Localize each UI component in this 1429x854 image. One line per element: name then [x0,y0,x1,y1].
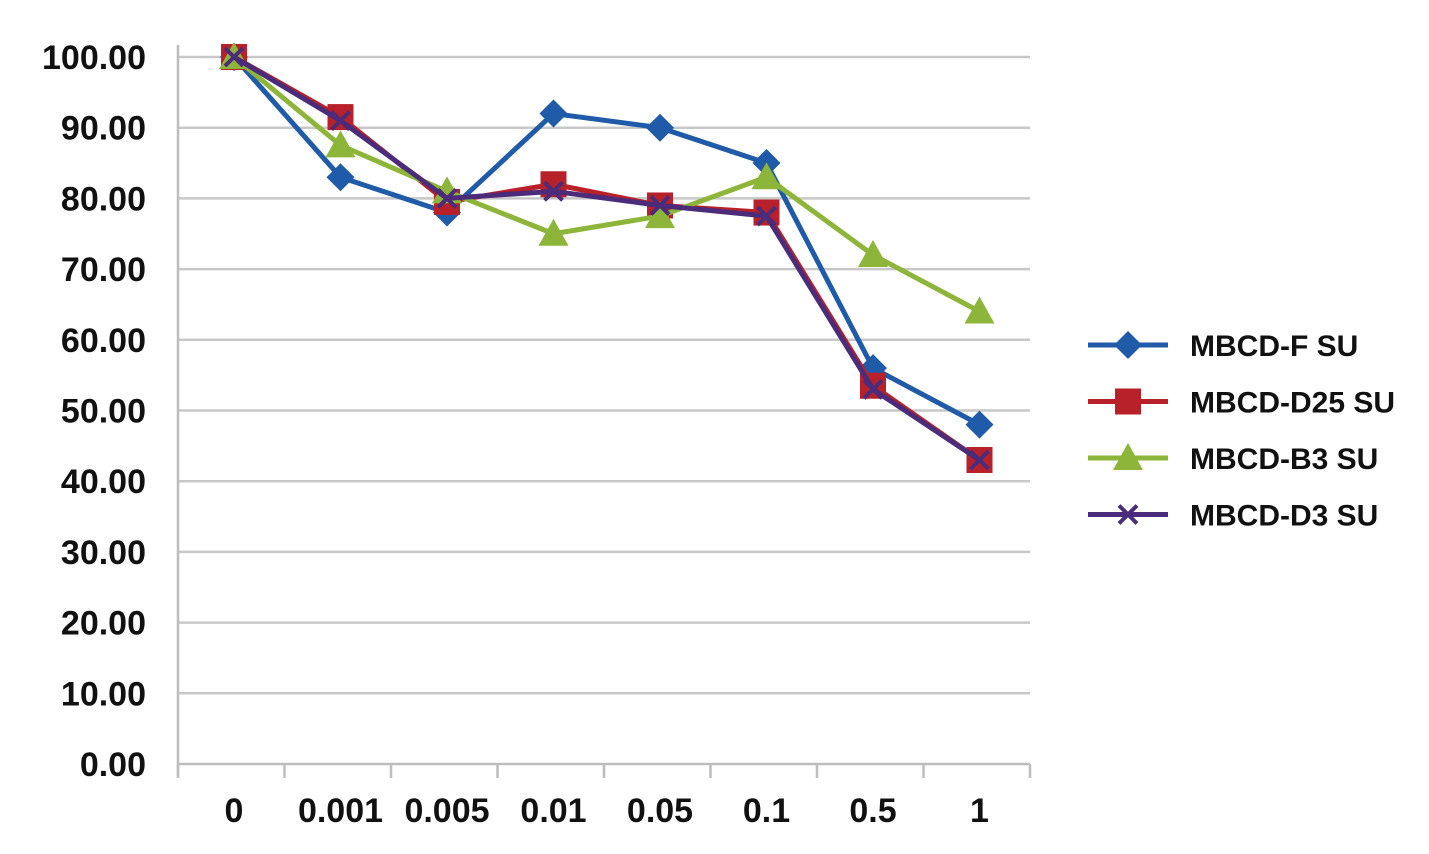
data-point [756,205,777,227]
y-tick-label: 60.00 [61,322,146,360]
data-point [646,113,674,142]
x-tick-label: 0.005 [404,792,489,830]
legend-marker [1113,443,1143,470]
legend-label: MBCD-F SU [1190,330,1358,363]
data-point [223,46,245,68]
legend-label: MBCD-B3 SU [1190,443,1378,476]
x-tick-label: 1 [970,792,989,830]
x-tick-label: 0.05 [627,792,693,830]
data-point [964,296,995,324]
x-tick-label: 0.01 [520,792,586,830]
y-tick-label: 80.00 [61,180,146,218]
data-point [969,449,990,471]
legend-marker [1114,331,1142,359]
series-lines [219,42,995,473]
data-point [543,180,564,202]
data-point [326,163,355,192]
y-tick-label: 70.00 [61,251,146,289]
y-tick-label: 40.00 [61,463,146,501]
legend-item: MBCD-F SU [1088,330,1358,363]
data-point [753,199,780,226]
x-tick-label: 0.5 [849,792,896,830]
legend-marker [1115,388,1141,415]
y-axis-tick-labels: 0.00 10.00 20.00 30.00 40.00 50.00 60.00 70.00 8… [42,39,146,784]
x-tick-label: 0.1 [743,792,790,830]
data-point [965,410,994,439]
legend-label: MBCD-D3 SU [1190,500,1378,533]
y-tick-label: 30.00 [61,534,146,572]
y-tick-label: 100.00 [42,39,146,77]
y-tick-label: 50.00 [61,393,146,431]
data-point [862,378,884,400]
data-point [645,201,675,229]
data-point [751,162,782,190]
data-point [649,195,671,216]
legend-label: MBCD-D25 SU [1190,387,1395,420]
y-tick-label: 20.00 [61,605,146,643]
gridlines [178,55,1030,695]
legend: MBCD-F SU MBCD-D25 SU MBCD-B3 SU MBCD-D3 SU [1088,330,1395,533]
data-point [325,130,356,158]
data-point [539,99,568,128]
legend-marker [1117,504,1139,525]
series-4 [223,46,990,471]
x-tick-label: 0.001 [298,792,383,830]
data-point [330,110,351,132]
axes [176,45,1032,778]
legend-item: MBCD-B3 SU [1088,443,1378,476]
series-line [231,54,982,315]
legend-item: MBCD-D3 SU [1088,500,1378,533]
y-tick-label: 0.00 [80,746,146,784]
series-line [231,54,982,463]
data-point [436,187,458,209]
data-point [858,239,888,267]
data-point [538,218,569,246]
y-tick-label: 10.00 [61,675,146,713]
legend-item: MBCD-D25 SU [1088,387,1395,420]
x-tick-label: 0 [225,792,244,830]
series-line [231,54,982,428]
y-tick-label: 90.00 [61,110,146,148]
x-axis-tick-labels: 0 0.001 0.005 0.01 0.05 0.1 0.5 1 [225,792,989,830]
